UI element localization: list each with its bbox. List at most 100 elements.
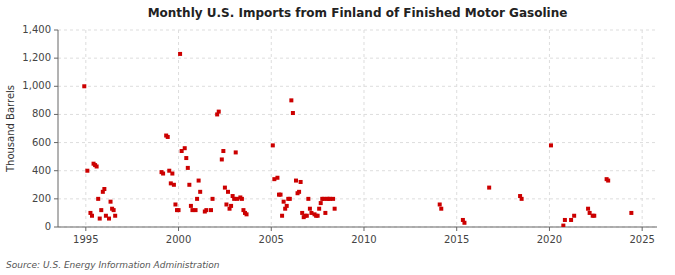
point [240,197,244,201]
y-tick [54,114,58,115]
point [561,224,565,227]
y-axis-label: Thousand Barrels [5,85,16,173]
point [291,111,295,115]
point [275,176,279,180]
point [234,150,238,154]
point [170,172,174,176]
grid [58,30,657,227]
point [226,190,230,194]
x-grid-line [642,30,643,227]
point [177,208,181,212]
x-grid-line [363,30,364,227]
point [572,214,576,218]
x-tick-label: 2010 [351,234,376,245]
y-grid-line [58,227,657,228]
point [184,156,188,160]
point [280,214,284,218]
point [189,204,193,208]
point [197,179,201,183]
point [229,204,233,208]
point [316,214,320,218]
point [223,186,227,190]
point [211,197,215,201]
point [299,180,303,184]
point [113,214,117,218]
x-grid-line [178,30,179,227]
x-tick [178,227,179,231]
point [194,208,198,212]
point [462,221,466,225]
point [586,207,590,211]
x-tick [549,227,550,231]
y-tick [54,198,58,199]
point [308,207,312,211]
point [85,169,89,173]
point [288,197,292,201]
point [331,197,335,201]
point [224,202,228,206]
y-tick-label: 1,400 [22,24,51,35]
point [109,200,113,204]
y-tick [54,227,58,228]
x-tick [642,227,643,231]
x-grid-line [456,30,457,227]
point [323,211,327,215]
point [319,201,323,205]
x-tick-label: 2020 [537,234,562,245]
x-tick-label: 2015 [444,234,469,245]
point [95,164,99,168]
x-tick [85,227,86,231]
point [166,135,170,139]
y-tick-label: 0 [45,221,51,232]
source-note: Source: U.S. Energy Information Administ… [6,260,220,270]
point [606,179,610,183]
point [279,193,283,197]
y-grid-line [58,114,657,115]
point [520,197,524,201]
axes: 02004006008001,0001,2001,400199520002005… [22,24,657,245]
y-grid-line [58,30,657,31]
point [102,187,106,191]
point [112,208,116,212]
point [317,207,321,211]
y-grid-line [58,170,657,171]
y-tick-label: 600 [32,137,51,148]
point [187,183,191,187]
point [305,214,309,218]
point [294,179,298,183]
x-grid-line [271,30,272,227]
y-grid-line [58,58,657,59]
point [186,166,190,170]
chart: 02004006008001,0001,2001,400199520002005… [0,0,675,275]
y-tick-label: 400 [32,165,51,176]
point [220,157,224,161]
point [183,146,187,150]
point [563,218,567,222]
point [487,186,491,190]
y-grid-line [58,198,657,199]
point [569,218,573,222]
x-tick-label: 2000 [166,234,191,245]
point [282,200,286,204]
title: Monthly U.S. Imports from Finland of Fin… [148,6,568,20]
point [172,183,176,187]
y-tick [54,170,58,171]
point [195,197,199,201]
point [297,190,301,194]
point [198,190,202,194]
point [161,172,165,176]
x-axis-line [58,227,657,228]
y-tick [54,30,58,31]
y-tick-label: 800 [32,108,51,119]
point [221,149,225,153]
point [96,197,100,201]
point [333,207,337,211]
point [90,214,94,218]
point [438,202,442,206]
point [289,98,293,102]
x-tick [271,227,272,231]
x-grid-line [549,30,550,227]
point [592,214,596,218]
y-tick-label: 1,000 [22,80,51,91]
point [629,211,633,215]
